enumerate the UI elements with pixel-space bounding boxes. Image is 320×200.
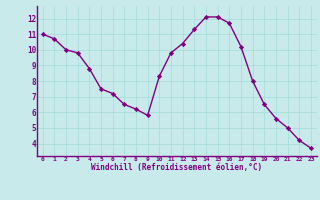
X-axis label: Windchill (Refroidissement éolien,°C): Windchill (Refroidissement éolien,°C) — [91, 163, 262, 172]
